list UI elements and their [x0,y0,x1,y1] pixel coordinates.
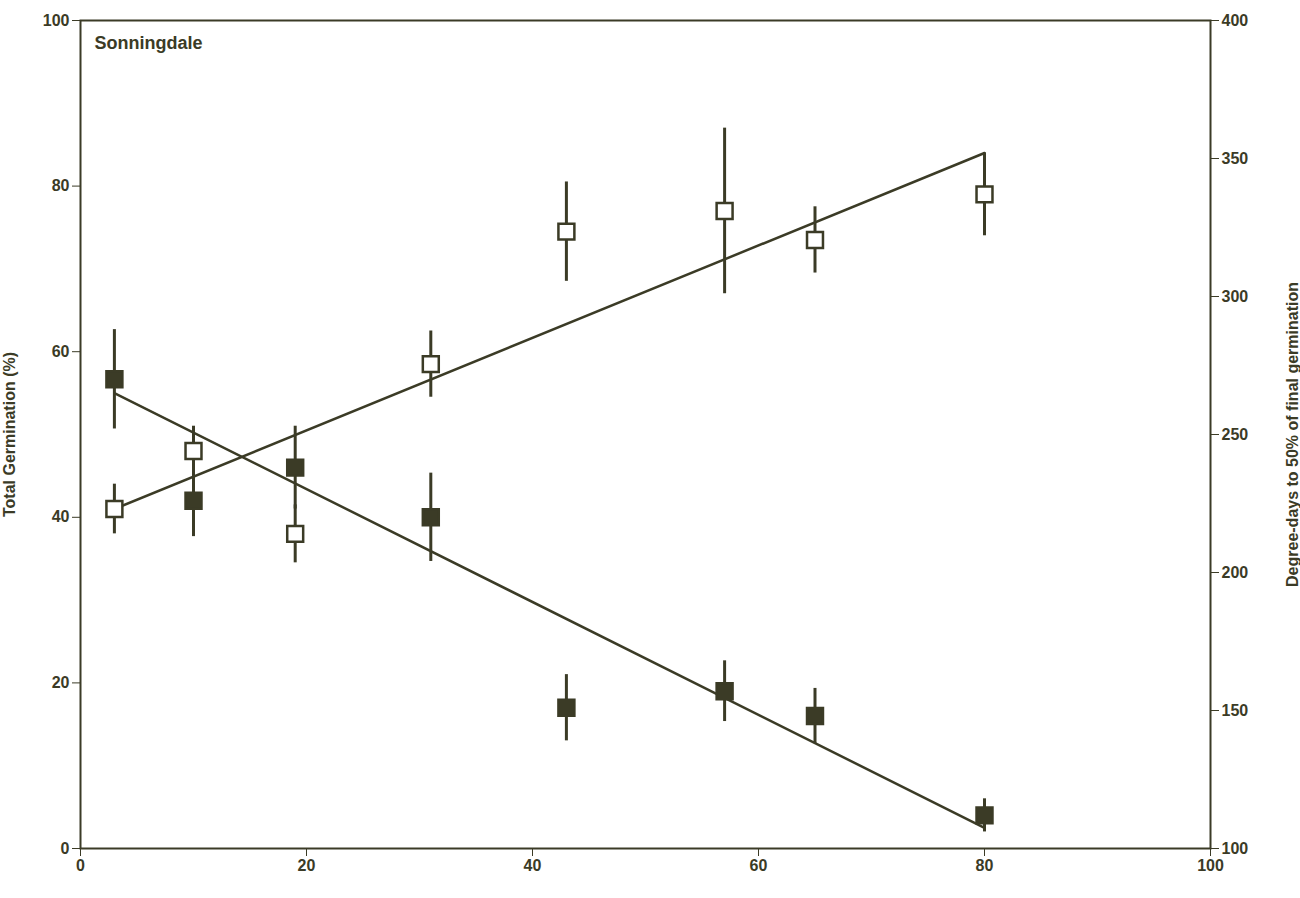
svg-text:100: 100 [1197,857,1224,874]
svg-text:Sonningdale: Sonningdale [95,33,203,53]
svg-text:300: 300 [1222,288,1249,305]
svg-text:0: 0 [76,857,85,874]
svg-text:60: 60 [750,857,768,874]
svg-text:40: 40 [52,508,70,525]
svg-text:60: 60 [52,343,70,360]
svg-text:20: 20 [52,674,70,691]
svg-text:200: 200 [1222,564,1249,581]
svg-text:Total Germination (%): Total Germination (%) [1,352,18,517]
svg-text:0: 0 [61,840,70,857]
svg-text:350: 350 [1222,150,1249,167]
svg-text:80: 80 [52,177,70,194]
svg-text:400: 400 [1222,12,1249,29]
svg-text:250: 250 [1222,426,1249,443]
svg-text:100: 100 [1222,840,1249,857]
svg-text:40: 40 [524,857,542,874]
svg-text:100: 100 [43,12,70,29]
svg-text:150: 150 [1222,702,1249,719]
svg-text:80: 80 [976,857,994,874]
svg-text:20: 20 [298,857,316,874]
svg-text:Degree-days to 50% of final ge: Degree-days to 50% of final germination [1284,282,1300,587]
